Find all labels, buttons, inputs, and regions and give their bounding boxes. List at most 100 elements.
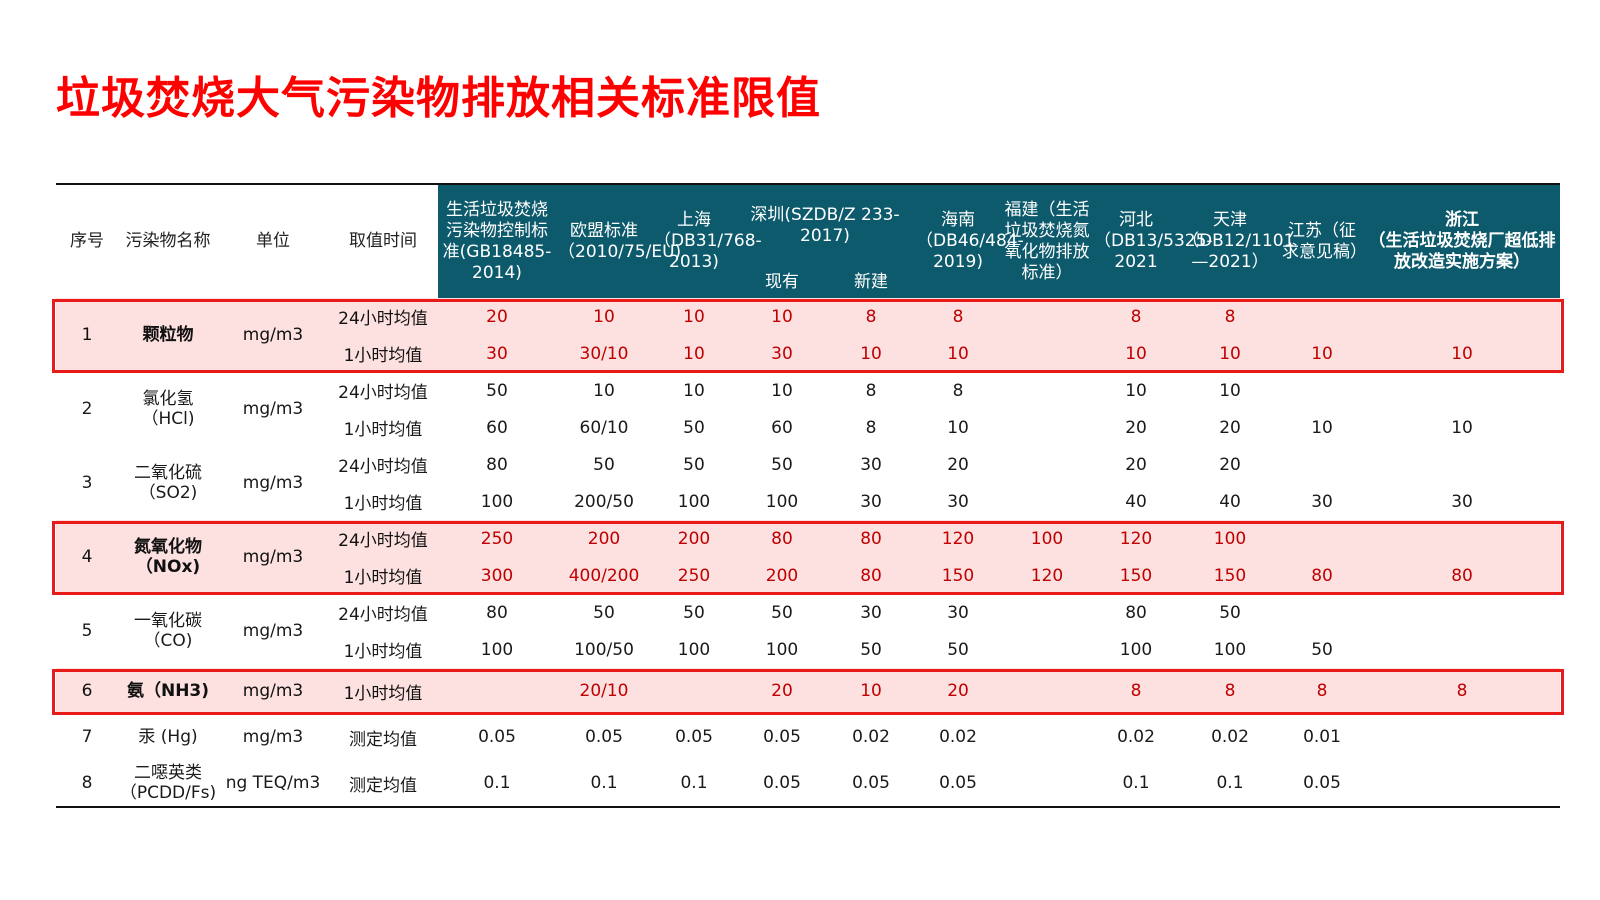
limit-value: 80 [736, 520, 828, 557]
header-no: 序号 [56, 184, 118, 298]
limit-value: 10 [1364, 335, 1561, 372]
limit-value: 100/50 [574, 639, 634, 660]
table-row: 8 二噁英类（PCDD/Fs) ng TEQ/m3 测定均值 0.1 0.1 0.1 0.05… [56, 760, 1560, 807]
table-row: 2 氯化氢（HCl) mg/m3 24小时均值 50 10 10 10 8 8 10 10 [56, 372, 1560, 430]
limit-value: 50 [947, 639, 969, 660]
limit-value [438, 668, 556, 714]
limit-value: 10 [828, 335, 915, 372]
limit-value: 30 [860, 454, 882, 475]
limit-value: 80 [486, 454, 508, 475]
header-zhejiang: 浙江 （生活垃圾焚烧厂超低排放改造实施方案） [1364, 184, 1561, 298]
limit-value: 0.05 [763, 773, 801, 793]
limit-value: 100 [677, 491, 711, 512]
limit-value [1364, 372, 1560, 409]
unit-cell: ng TEQ/m3 [225, 773, 321, 793]
header-time: 取值时间 [328, 184, 438, 298]
averaging-time: 1小时均值 [328, 668, 438, 714]
averaging-time: 测定均值 [349, 729, 417, 750]
limit-value: 0.1 [590, 773, 618, 793]
limit-value: 100 [480, 491, 514, 512]
limit-value: 100 [765, 639, 799, 660]
limit-value: 30/10 [556, 335, 652, 372]
pollutant-name: 二噁英类（PCDD/Fs) [119, 763, 217, 803]
limit-value: 250 [652, 557, 736, 594]
row-number: 7 [81, 727, 93, 747]
pollutant-name: 氯化氢（HCl) [141, 389, 195, 429]
limit-value: 20 [1125, 454, 1147, 475]
emission-standards-table: 序号 污染物名称 单位 取值时间 生活垃圾焚烧污染物控制标准(GB18485-2… [56, 183, 1561, 808]
averaging-time: 24小时均值 [328, 298, 438, 335]
limit-value: 80 [1364, 557, 1561, 594]
limit-value [1364, 298, 1561, 335]
limit-value: 60 [486, 417, 508, 438]
table-row: 1 颗粒物 mg/m3 24小时均值 20 10 10 10 8 8 8 8 [56, 298, 1561, 372]
limit-value [1002, 446, 1092, 483]
limit-value [1002, 631, 1092, 668]
averaging-time: 1小时均值 [328, 335, 438, 372]
limit-value: 80 [1125, 602, 1147, 623]
unit-cell: mg/m3 [242, 473, 304, 493]
limit-value: 8 [914, 298, 1003, 335]
limit-value: 120 [1092, 520, 1181, 557]
limit-value: 30 [947, 491, 969, 512]
row-number: 5 [81, 621, 93, 641]
limit-value: 100 [1180, 520, 1281, 557]
limit-value: 200 [556, 520, 652, 557]
limit-value [1002, 298, 1093, 335]
limit-value [1280, 298, 1365, 335]
table-row: 1小时均值 100 100/50 100 100 50 50 100 100 50 [56, 631, 1560, 668]
limit-value: 8 [952, 380, 964, 401]
limit-value: 10 [947, 417, 969, 438]
limit-value: 30 [1311, 491, 1333, 512]
limit-value: 100 [1213, 639, 1247, 660]
row-number: 8 [81, 773, 93, 793]
pollutant-name: 二氧化硫（SO2) [134, 463, 202, 503]
limit-value: 40 [1219, 491, 1241, 512]
limit-value: 10 [828, 668, 915, 714]
limit-value [1002, 594, 1092, 631]
limit-value: 0.05 [939, 773, 977, 793]
averaging-time: 1小时均值 [328, 557, 438, 594]
limit-value [1364, 760, 1560, 807]
limit-value: 10 [1451, 417, 1473, 438]
limit-value [1002, 335, 1093, 372]
limit-value: 20/10 [556, 668, 652, 714]
limit-value: 100 [480, 639, 514, 660]
limit-value: 80 [1280, 557, 1365, 594]
header-hainan: 海南（DB46/484-2019) [914, 184, 1024, 298]
header-name: 污染物名称 [118, 184, 218, 298]
header-shenzhen-existing: 现有 [736, 266, 828, 298]
header-shenzhen-new: 新建 [828, 266, 915, 298]
page-title: 垃圾焚烧大气污染物排放相关标准限值 [56, 73, 821, 124]
header-gb: 生活垃圾焚烧污染物控制标准(GB18485-2014) [438, 184, 556, 298]
limit-value: 0.05 [478, 727, 516, 747]
limit-value: 80 [828, 557, 915, 594]
averaging-time: 24小时均值 [338, 383, 428, 403]
limit-value: 40 [1125, 491, 1147, 512]
averaging-time: 24小时均值 [338, 605, 428, 625]
limit-value: 10 [1311, 417, 1333, 438]
row-number: 3 [81, 473, 93, 493]
limit-value: 30 [947, 602, 969, 623]
limit-value: 50 [860, 639, 882, 660]
limit-value: 200/50 [574, 491, 634, 512]
pollutant-name: 颗粒物 [118, 298, 218, 372]
limit-value: 0.02 [939, 727, 977, 747]
limit-value: 60 [771, 417, 793, 438]
limit-value: 50 [683, 417, 705, 438]
limit-value: 20 [1219, 454, 1241, 475]
limit-value: 8 [1180, 298, 1281, 335]
limit-value: 10 [652, 298, 736, 335]
table-row: 5 一氧化碳（CO) mg/m3 24小时均值 80 50 50 50 30 30 80 50 [56, 594, 1560, 652]
row-number: 1 [56, 298, 118, 372]
limit-value: 10 [1280, 335, 1365, 372]
limit-value: 250 [438, 520, 556, 557]
limit-value [1364, 631, 1560, 668]
averaging-time: 测定均值 [349, 775, 417, 796]
limit-value: 0.1 [1216, 773, 1244, 793]
limit-value: 10 [914, 335, 1003, 372]
header-shenzhen: 深圳(SZDB/Z 233-2017) [736, 184, 915, 266]
limit-value: 8 [865, 417, 877, 438]
limit-value: 50 [771, 602, 793, 623]
limit-value: 50 [683, 602, 705, 623]
